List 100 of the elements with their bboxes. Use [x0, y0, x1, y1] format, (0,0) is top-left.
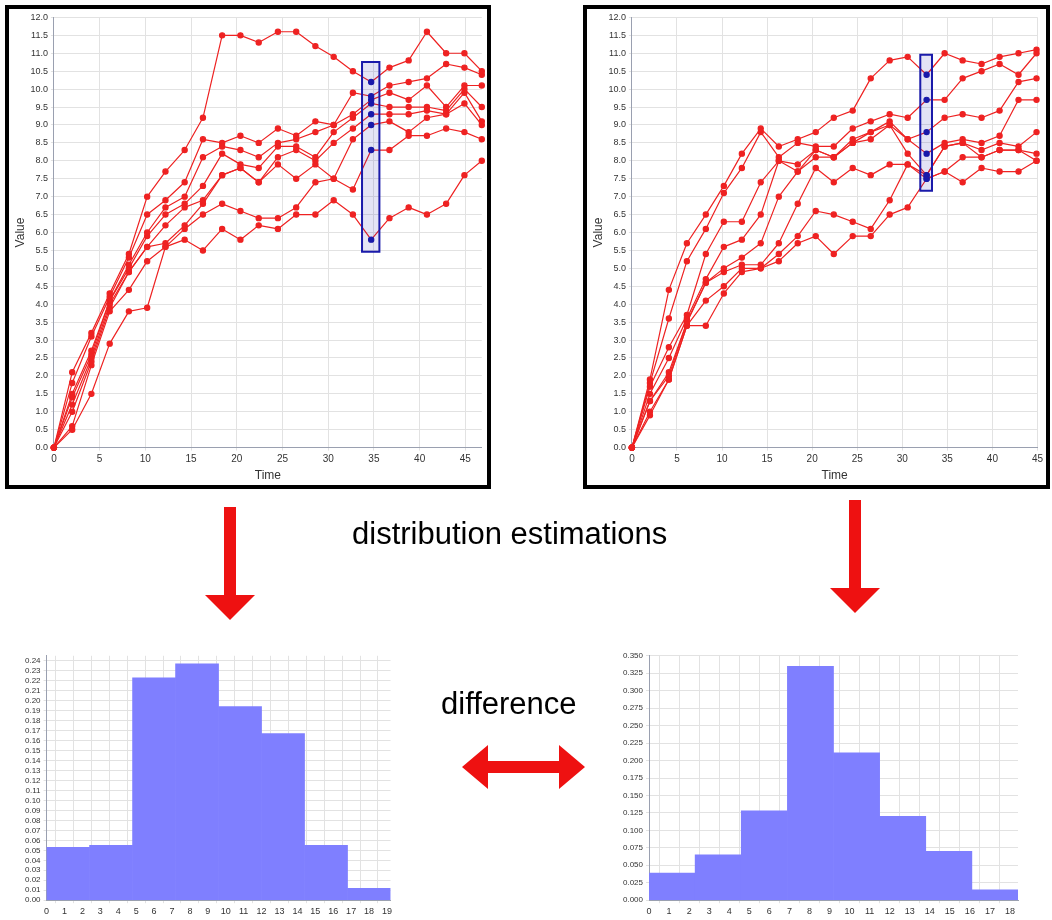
y-tick-label: 7.0 — [35, 191, 48, 202]
x-tick-label: 35 — [941, 453, 954, 465]
y-tick-label: 11.0 — [609, 47, 626, 58]
y-tick-label: 4.0 — [613, 298, 626, 309]
y-tick-label: 0.5 — [613, 424, 626, 435]
y-tick-label: 1.5 — [613, 388, 626, 399]
x-tick-label: 9 — [205, 906, 211, 917]
y-tick-label: 1.0 — [35, 406, 48, 417]
y-tick-label: 0.000 — [622, 895, 644, 905]
y-tick-label: 0.21 — [24, 685, 42, 695]
x-tick-label: 18 — [364, 906, 375, 917]
y-tick-label: 0.17 — [24, 725, 42, 735]
y-tick-label: 0.275 — [622, 703, 644, 713]
y-tick-label: 1.5 — [35, 388, 48, 399]
x-axis-title: Time — [821, 468, 849, 483]
x-tick-label: 2 — [686, 906, 692, 917]
y-tick-label: 6.0 — [613, 226, 626, 237]
y-tick-label: 11.5 — [609, 29, 626, 40]
x-tick-label: 0 — [646, 906, 652, 917]
y-tick-label: 11.5 — [31, 29, 48, 40]
y-tick-label: 8.0 — [613, 155, 626, 166]
x-tick-label: 25 — [276, 453, 289, 465]
y-tick-label: 0.18 — [24, 715, 42, 725]
y-tick-label: 4.5 — [35, 280, 48, 291]
text: distribution estimations — [352, 516, 668, 552]
y-tick-label: 4.0 — [35, 298, 48, 309]
x-tick-label: 2 — [79, 906, 85, 917]
x-tick-label: 11 — [864, 906, 875, 917]
y-tick-label: 3.0 — [35, 334, 48, 345]
x-tick-label: 16 — [328, 906, 339, 917]
y-axis-title: Value — [590, 217, 605, 248]
x-tick-label: 30 — [322, 453, 335, 465]
x-tick-label: 40 — [986, 453, 999, 465]
x-tick-label: 30 — [896, 453, 909, 465]
y-tick-label: 5.0 — [613, 262, 626, 273]
y-tick-label: 8.5 — [35, 137, 48, 148]
x-tick-label: 45 — [459, 453, 472, 465]
y-tick-label: 5.0 — [35, 262, 48, 273]
y-tick-label: 0.20 — [24, 695, 42, 705]
y-tick-label: 0.225 — [622, 738, 644, 748]
x-tick-label: 35 — [368, 453, 380, 465]
y-tick-label: 6.5 — [613, 209, 626, 220]
x-tick-label: 14 — [924, 906, 935, 917]
text: difference — [441, 686, 577, 722]
y-tick-label: 2.0 — [35, 370, 48, 381]
x-tick-label: 8 — [187, 906, 193, 917]
x-tick-label: 10 — [716, 453, 729, 465]
x-tick-label: 14 — [292, 906, 303, 917]
x-tick-label: 5 — [133, 906, 139, 917]
x-tick-label: 1 — [61, 906, 67, 917]
y-tick-label: 5.5 — [613, 244, 626, 255]
x-tick-label: 15 — [761, 453, 774, 465]
x-tick-label: 12 — [256, 906, 267, 917]
y-tick-label: 2.5 — [613, 352, 626, 363]
y-tick-label: 0.08 — [24, 815, 42, 825]
y-tick-label: 7.5 — [613, 173, 626, 184]
y-tick-label: 0.050 — [622, 860, 644, 870]
y-tick-label: 0.00 — [24, 895, 42, 905]
x-tick-label: 20 — [806, 453, 819, 465]
y-tick-label: 3.0 — [613, 334, 626, 345]
x-tick-label: 4 — [115, 906, 121, 917]
x-tick-label: 15 — [310, 906, 321, 917]
x-tick-label: 45 — [1031, 453, 1044, 465]
y-tick-label: 2.0 — [613, 370, 626, 381]
y-tick-label: 0.09 — [24, 805, 42, 815]
y-tick-label: 0.150 — [622, 790, 644, 800]
y-tick-label: 0.24 — [24, 655, 42, 665]
y-tick-label: 0.025 — [622, 877, 644, 887]
y-tick-label: 0.16 — [24, 735, 42, 745]
x-tick-label: 1 — [666, 906, 672, 917]
x-tick-label: 13 — [904, 906, 915, 917]
y-tick-label: 9.5 — [35, 101, 48, 112]
y-tick-label: 0.07 — [24, 825, 42, 835]
y-tick-label: 0.23 — [24, 665, 42, 675]
y-tick-label: 0.14 — [24, 755, 42, 765]
x-tick-label: 19 — [381, 906, 392, 917]
x-axis-title: Time — [254, 468, 282, 483]
y-tick-label: 11.0 — [31, 47, 48, 58]
y-tick-label: 3.5 — [613, 316, 626, 327]
y-tick-label: 0.325 — [622, 668, 644, 678]
y-tick-label: 10.0 — [30, 83, 48, 94]
y-tick-label: 0.300 — [622, 685, 644, 695]
y-tick-label: 10.0 — [608, 83, 626, 94]
y-tick-label: 10.5 — [608, 65, 626, 76]
y-tick-label: 0.350 — [622, 651, 644, 660]
y-tick-label: 0.05 — [24, 845, 42, 855]
y-tick-label: 8.0 — [35, 155, 48, 166]
x-tick-label: 7 — [169, 906, 175, 917]
x-tick-label: 10 — [139, 453, 152, 465]
x-tick-label: 6 — [766, 906, 772, 917]
y-tick-label: 0.01 — [24, 885, 42, 895]
y-tick-label: 0.15 — [24, 745, 42, 755]
y-tick-label: 7.0 — [613, 191, 626, 202]
x-tick-label: 12 — [884, 906, 895, 917]
y-tick-label: 0.06 — [24, 835, 42, 845]
x-tick-label: 7 — [786, 906, 792, 917]
x-tick-label: 5 — [96, 453, 103, 465]
y-tick-label: 6.0 — [35, 226, 48, 237]
y-tick-label: 12.0 — [30, 11, 48, 22]
x-tick-label: 5 — [674, 453, 681, 465]
